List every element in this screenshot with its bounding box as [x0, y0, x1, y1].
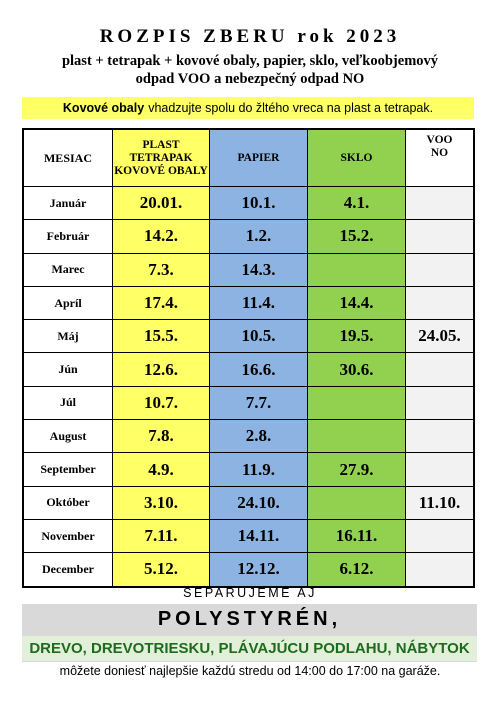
- header-line: TETRAPAK: [129, 151, 193, 164]
- date-cell: 10.7.: [112, 385, 210, 421]
- header-row: MESIAC PLAST TETRAPAK KOVOVÉ OBALY PAPIER SKL…: [22, 128, 475, 187]
- header-line: NO: [430, 147, 449, 159]
- date-cell: 7.8.: [112, 419, 210, 454]
- note-text: vhadzujte spolu do žltého vreca na plast…: [148, 101, 434, 115]
- date-cell: 15.2.: [307, 219, 406, 254]
- header-line: KOVOVÉ OBALY: [114, 164, 208, 177]
- date-cell: [307, 385, 406, 421]
- date-cell: 4.1.: [307, 185, 406, 221]
- date-cell: 16.6.: [209, 352, 308, 387]
- row: Apríl 17.4. 11.4. 14.4.: [22, 285, 475, 321]
- header-cell: MESIAC: [22, 128, 113, 187]
- header-line: SKLO: [340, 151, 373, 164]
- title: ROZPIS ZBERU rok 2023: [99, 26, 401, 47]
- row: Január 20.01. 10.1. 4.1.: [22, 185, 475, 221]
- row: November 7.11. 14.11. 16.11.: [22, 518, 475, 554]
- date-cell: 27.9.: [307, 452, 406, 487]
- row: December 5.12. 12.12. 6.12.: [22, 552, 475, 588]
- date-cell: 11.9.: [209, 452, 308, 487]
- date-cell: 12.6.: [112, 352, 210, 387]
- date-cell: 15.5.: [112, 319, 210, 354]
- date-cell: 24.10.: [209, 485, 308, 520]
- month-cell: Február: [22, 219, 113, 254]
- date-cell: [307, 252, 406, 287]
- header-cell: SKLO: [307, 128, 406, 187]
- row: Október 3.10. 24.10. 11.10.: [22, 485, 475, 520]
- date-cell: 7.7.: [209, 385, 308, 421]
- footer-info: môžete doniesť najlepšie každú stredu od…: [59, 664, 441, 678]
- note-bold: Kovové obaly: [62, 101, 145, 115]
- date-cell: 19.5.: [307, 319, 406, 354]
- month-cell: September: [22, 452, 113, 487]
- month-cell: Marec: [22, 252, 113, 287]
- date-cell: 17.4.: [112, 285, 210, 321]
- date-cell: 20.01.: [112, 185, 210, 221]
- header-cell: VOO NO: [405, 128, 475, 187]
- month-cell: Január: [22, 185, 113, 221]
- note: Kovové obaly vhadzujte spolu do žltého vr…: [22, 97, 474, 119]
- date-cell: 11.10.: [405, 485, 475, 520]
- date-cell: [307, 485, 406, 520]
- row: Júl 10.7. 7.7.: [22, 385, 475, 421]
- date-cell: [405, 252, 475, 287]
- date-cell: 14.11.: [209, 518, 308, 554]
- header-line: PAPIER: [237, 151, 280, 164]
- date-cell: 30.6.: [307, 352, 406, 387]
- month-cell: Jún: [22, 352, 113, 387]
- footer-items: DREVO, DREVOTRIESKU, PLÁVAJÚCU PODLAHU, …: [22, 636, 477, 661]
- date-cell: 3.10.: [112, 485, 210, 520]
- row: August 7.8. 2.8.: [22, 419, 475, 454]
- date-cell: 10.1.: [209, 185, 308, 221]
- date-cell: 5.12.: [112, 552, 210, 588]
- date-cell: [405, 385, 475, 421]
- row: Marec 7.3. 14.3.: [22, 252, 475, 287]
- footer-intro: SEPARUJEME AJ: [183, 586, 317, 600]
- date-cell: [405, 419, 475, 454]
- row: Máj 15.5. 10.5. 19.5. 24.05.: [22, 319, 475, 354]
- date-cell: 4.9.: [112, 452, 210, 487]
- date-cell: 14.3.: [209, 252, 308, 287]
- row: September 4.9. 11.9. 27.9.: [22, 452, 475, 487]
- date-cell: 1.2.: [209, 219, 308, 254]
- header-cell: PLAST TETRAPAK KOVOVÉ OBALY: [112, 128, 210, 187]
- date-cell: 14.2.: [112, 219, 210, 254]
- month-cell: November: [22, 518, 113, 554]
- date-cell: [405, 185, 475, 221]
- footer-headline: POLYSTYRÉN,: [157, 608, 342, 630]
- month-cell: December: [22, 552, 113, 588]
- subtitle-line: odpad VOO a nebezpečný odpad NO: [135, 71, 365, 87]
- month-cell: Október: [22, 485, 113, 520]
- date-cell: 14.4.: [307, 285, 406, 321]
- header-line: PLAST: [142, 138, 180, 151]
- date-cell: [307, 419, 406, 454]
- date-cell: 7.11.: [112, 518, 210, 554]
- date-cell: 10.5.: [209, 319, 308, 354]
- date-cell: 16.11.: [307, 518, 406, 554]
- row: Jún 12.6. 16.6. 30.6.: [22, 352, 475, 387]
- header-line: VOO: [426, 134, 453, 146]
- date-cell: [405, 285, 475, 321]
- month-cell: Máj: [22, 319, 113, 354]
- schedule-table: MESIAC PLAST TETRAPAK KOVOVÉ OBALY PAPIER SKL…: [22, 128, 475, 588]
- date-cell: [405, 518, 475, 554]
- date-cell: [405, 452, 475, 487]
- subtitle: plast + tetrapak + kovové obaly, papier,…: [0, 52, 500, 88]
- month-cell: August: [22, 419, 113, 454]
- date-cell: [405, 219, 475, 254]
- subtitle-line: plast + tetrapak + kovové obaly, papier,…: [61, 53, 439, 69]
- date-cell: 11.4.: [209, 285, 308, 321]
- month-cell: Júl: [22, 385, 113, 421]
- date-cell: 2.8.: [209, 419, 308, 454]
- row: Február 14.2. 1.2. 15.2.: [22, 219, 475, 254]
- header-cell: PAPIER: [209, 128, 308, 187]
- month-cell: Apríl: [22, 285, 113, 321]
- date-cell: [405, 552, 475, 588]
- date-cell: 12.12.: [209, 552, 308, 588]
- date-cell: 24.05.: [405, 319, 475, 354]
- date-cell: 6.12.: [307, 552, 406, 588]
- date-cell: [405, 352, 475, 387]
- header-line: MESIAC: [43, 150, 92, 165]
- date-cell: 7.3.: [112, 252, 210, 287]
